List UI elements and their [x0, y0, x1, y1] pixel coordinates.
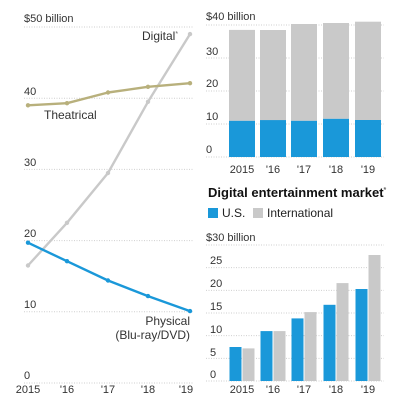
- stacked-bar-chart: $40 billion 30 20 10 0 2015 '16 '17 '18 …: [206, 11, 384, 176]
- legend-swatch-us: [208, 208, 218, 218]
- bar-international: [260, 30, 286, 121]
- data-point-digital: [25, 263, 31, 268]
- bar-international: [355, 21, 381, 121]
- series-line-physical: [27, 241, 191, 313]
- bar-international: [304, 312, 317, 381]
- y-tick-label: 0: [210, 369, 216, 381]
- y-tick-label: $40 billion: [206, 11, 256, 23]
- data-point-physical: [187, 308, 193, 314]
- data-point-digital: [145, 99, 151, 105]
- x-tick-label: '17: [297, 384, 311, 396]
- bar-international: [368, 255, 381, 381]
- data-point-theatrical: [25, 103, 31, 108]
- bar-us: [229, 347, 242, 381]
- bar-us: [355, 289, 368, 381]
- bar-international: [242, 348, 255, 381]
- series-label-theatrical: Theatrical: [44, 108, 97, 122]
- x-tick-label: 2015: [16, 384, 40, 396]
- bar-international: [323, 23, 349, 119]
- data-point-physical: [64, 259, 70, 264]
- data-point-physical: [25, 240, 31, 245]
- bar-us: [323, 304, 336, 381]
- x-tick-label: '17: [101, 384, 115, 396]
- series-label-physical-sub: (Blu-ray/DVD): [115, 328, 190, 342]
- series-label-physical: Physical: [145, 314, 190, 328]
- data-point-digital: [105, 170, 111, 176]
- data-point-digital: [187, 31, 193, 37]
- y-tick-label: 15: [210, 301, 222, 313]
- y-tick-label: 40: [24, 86, 36, 98]
- y-tick-label: 10: [210, 324, 222, 336]
- y-tick-label: 20: [206, 78, 218, 90]
- legend-label-us: U.S.: [222, 206, 245, 220]
- x-tick-label: '19: [179, 384, 193, 396]
- y-tick-label: $30 billion: [206, 232, 256, 244]
- data-point-physical: [145, 293, 151, 299]
- y-tick-label: 25: [210, 255, 222, 267]
- bar-international: [291, 24, 317, 121]
- data-point-theatrical: [105, 90, 111, 95]
- x-tick-label: '19: [361, 164, 375, 176]
- data-point-physical: [105, 278, 111, 283]
- grouped-bar-chart: Digital entertainment market* U.S. Inter…: [206, 185, 387, 396]
- legend: U.S. International: [208, 206, 333, 220]
- y-tick-label: 10: [24, 299, 36, 311]
- bar-us: [291, 120, 317, 157]
- x-tick-label: '17: [297, 164, 311, 176]
- x-tick-label: '19: [361, 384, 375, 396]
- data-point-digital: [64, 220, 70, 225]
- data-point-theatrical: [187, 81, 193, 86]
- legend-swatch-international: [253, 208, 263, 218]
- bar-international: [336, 283, 349, 381]
- y-tick-label: $50 billion: [24, 13, 74, 25]
- bar-international: [273, 331, 286, 381]
- chart-title: Digital entertainment market*: [208, 185, 387, 200]
- y-tick-label: 20: [24, 228, 36, 240]
- bar-us: [260, 331, 273, 381]
- data-point-theatrical: [145, 84, 151, 90]
- data-point-theatrical: [64, 101, 70, 106]
- bar-us: [291, 318, 304, 381]
- legend-label-international: International: [267, 206, 333, 220]
- y-tick-label: 0: [24, 370, 30, 382]
- y-tick-label: 30: [206, 46, 218, 58]
- x-tick-label: '16: [60, 384, 74, 396]
- y-tick-label: 0: [206, 144, 212, 156]
- bar-us: [355, 120, 381, 157]
- x-tick-label: '18: [329, 164, 343, 176]
- series-line-digital: [27, 33, 192, 267]
- x-tick-label: 2015: [230, 164, 254, 176]
- bar-us: [229, 120, 255, 157]
- y-tick-label: 20: [210, 278, 222, 290]
- line-chart: $50 billion 40 30 20 10 0 2015 '16 '17 '…: [16, 13, 193, 396]
- bar-international: [229, 29, 255, 121]
- bar-us: [323, 118, 349, 157]
- y-tick-label: 10: [206, 111, 218, 123]
- x-tick-label: 2015: [230, 384, 254, 396]
- y-tick-label: 30: [24, 157, 36, 169]
- x-tick-label: '18: [329, 384, 343, 396]
- series-label-digital: Digital*: [142, 29, 178, 43]
- x-tick-label: '16: [266, 164, 280, 176]
- bar-us: [260, 120, 286, 157]
- x-tick-label: '16: [266, 384, 280, 396]
- x-tick-label: '18: [141, 384, 155, 396]
- y-tick-label: 5: [210, 347, 216, 359]
